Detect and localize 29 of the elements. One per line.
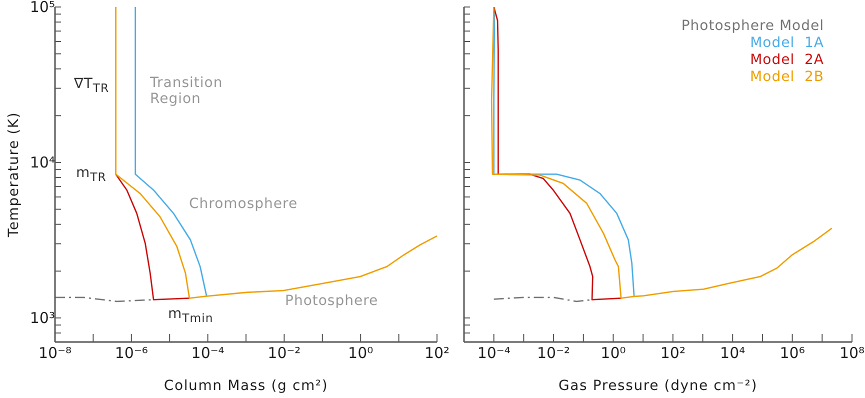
x-tick-label: 10⁴ [720,344,746,362]
x-tick-label: 10⁻⁴ [477,344,510,362]
text: Model 2B [749,69,824,86]
x-tick-label: 10⁻⁶ [114,344,148,362]
x-tick-label: 10⁻² [537,344,570,362]
x-axis-title: Column Mass (g cm²) [164,378,328,394]
x-axis-title: Gas Pressure (dyne cm⁻²) [558,378,758,394]
text: Photosphere Model [681,18,824,35]
annotation: Transition Region [150,75,224,107]
annotation: ∇T$_{TR}$ [74,76,110,96]
x-tick-label: 10² [660,344,686,362]
y-tick-label: 10⁴ [30,153,55,172]
x-tick-label: 10⁻² [268,344,301,362]
x-tick-label: 10² [424,344,450,362]
annotation: m$_{TR}$ [76,165,106,185]
y-tick-label: 10³ [30,308,55,327]
y-axis-title: Temperature (K) [6,112,22,238]
x-tick-label: 10⁰ [600,344,626,362]
y-tick-label: 10⁵ [30,0,55,16]
text: Model 1A [749,35,824,52]
annotation: Photosphere [285,293,378,309]
text: Model 2A [749,52,824,69]
x-tick-label: 10⁶ [780,344,805,362]
annotation: m$_{Tmin}$ [168,306,214,326]
annotation: Chromosphere [189,196,298,212]
x-tick-label: 10⁻⁸ [38,344,72,362]
x-tick-label: 10⁰ [348,344,374,362]
x-tick-label: 10⁻⁴ [191,344,224,362]
x-tick-label: 10⁸ [839,344,865,362]
